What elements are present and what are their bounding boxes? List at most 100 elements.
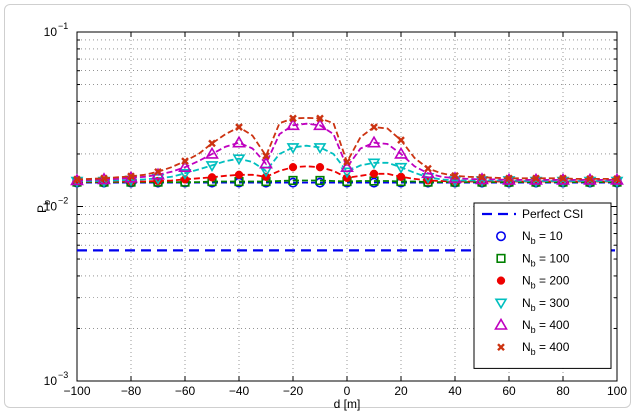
- marker-cross: [586, 175, 594, 183]
- series-line: [77, 144, 617, 182]
- marker-triangle-up: [124, 170, 138, 183]
- marker-cross: [127, 172, 135, 181]
- marker-cross-stroke: [532, 174, 540, 183]
- marker-dot: [234, 170, 244, 179]
- marker-cross: [613, 175, 621, 183]
- marker-dot: [396, 172, 406, 181]
- marker-cross: [289, 114, 297, 123]
- legend: Perfect CSI Nb = 10 Nb = 100 Nb = 200 Nb = 3…: [473, 202, 612, 369]
- marker-cross-stroke: [316, 114, 324, 123]
- marker-triangle-down: [367, 158, 381, 170]
- marker-triangle-up: [313, 118, 327, 131]
- marker-triangle-up: [259, 156, 273, 169]
- marker-cross-stroke: [559, 174, 567, 183]
- marker-triangle-up: [340, 160, 354, 172]
- x-tick-label: 80: [556, 384, 570, 398]
- x-tick-label: 20: [394, 384, 408, 398]
- legend-entry: Nb = 10: [495, 229, 563, 246]
- marker-triangle-up: [502, 172, 516, 185]
- marker-cross-stroke: [505, 174, 513, 183]
- x-tick-label: 100: [607, 384, 627, 398]
- marker-cross: [451, 171, 459, 180]
- x-tick-label: −80: [121, 384, 142, 398]
- y-tick-label: 10: [44, 374, 58, 388]
- marker-cross: [532, 174, 540, 183]
- marker-cross-stroke: [208, 139, 216, 148]
- marker-cross: [559, 174, 567, 183]
- x-tick-label: −20: [283, 384, 304, 398]
- legend-label: Nb = 200: [522, 274, 570, 291]
- x-tick-label: 60: [502, 384, 516, 398]
- series-line: [76, 122, 617, 182]
- legend-box: [473, 202, 612, 369]
- marker-cross: [154, 167, 162, 176]
- marker-cross-stroke: [451, 171, 459, 180]
- marker-triangle-down: [394, 162, 408, 174]
- legend-entry: Nb = 100: [496, 251, 570, 268]
- marker-cross-stroke: [181, 157, 189, 165]
- marker-cross: [208, 139, 216, 148]
- marker-cross-stroke: [262, 152, 270, 160]
- legend-entry: Nb = 300: [494, 296, 570, 313]
- marker-cross: [497, 343, 505, 352]
- marker-triangle-down: [494, 298, 508, 310]
- marker-cross-stroke: [100, 174, 108, 183]
- marker-triangle-down: [313, 143, 327, 155]
- y-tick-exponent: −3: [58, 370, 68, 380]
- y-tick-label: 10: [44, 25, 58, 39]
- marker-cross: [181, 157, 189, 165]
- marker-cross: [505, 174, 513, 183]
- marker-cross-stroke: [289, 114, 297, 123]
- marker-cross-stroke: [235, 123, 243, 131]
- marker-cross-stroke: [586, 175, 594, 183]
- marker-triangle-up: [205, 146, 219, 159]
- legend-label: Nb = 300: [522, 296, 570, 313]
- marker-cross-stroke: [127, 172, 135, 181]
- legend-label: Perfect CSI: [522, 207, 583, 221]
- marker-cross-stroke: [397, 136, 405, 145]
- marker-square: [288, 175, 298, 186]
- x-tick-label: −100: [63, 384, 90, 398]
- legend-label: Nb = 100: [522, 251, 570, 268]
- marker-cross: [262, 152, 270, 160]
- legend-entry: Nb = 400: [494, 317, 570, 335]
- marker-cross-stroke: [478, 173, 486, 182]
- marker-dot: [207, 173, 217, 182]
- marker-square: [496, 253, 506, 264]
- legend-label: Nb = 10: [522, 229, 563, 246]
- marker-triangle-up: [178, 160, 192, 172]
- y-tick-label: 10: [44, 200, 58, 214]
- marker-cross: [235, 123, 243, 131]
- marker-triangle-up: [367, 135, 381, 148]
- marker-cross: [478, 173, 486, 182]
- marker-triangle-up: [394, 146, 408, 159]
- marker-cross-stroke: [343, 158, 351, 166]
- marker-dot: [315, 163, 325, 172]
- marker-triangle-up: [232, 135, 246, 148]
- x-tick-label: −40: [229, 384, 250, 398]
- marker-triangle-down: [178, 168, 192, 180]
- marker-square: [315, 175, 325, 186]
- marker-cross: [316, 114, 324, 123]
- legend-label: Nb = 400: [522, 318, 570, 335]
- marker-cross: [424, 164, 432, 173]
- marker-triangle-down: [340, 167, 354, 179]
- marker-cross-stroke: [73, 175, 81, 184]
- marker-cross: [343, 158, 351, 166]
- marker-triangle-up: [494, 317, 508, 330]
- x-tick-label: −60: [175, 384, 196, 398]
- marker-cross-stroke: [424, 164, 432, 173]
- marker-cross: [100, 174, 108, 183]
- marker-triangle-up: [286, 118, 300, 131]
- x-tick-label: 0: [344, 384, 351, 398]
- y-tick-exponent: −2: [58, 196, 68, 206]
- marker-cross-stroke: [613, 175, 621, 183]
- y-axis-label: Pb: [35, 200, 52, 213]
- legend-entry: Perfect CSI: [482, 207, 583, 221]
- marker-cross-stroke: [497, 343, 505, 352]
- marker-triangle-down: [232, 154, 246, 166]
- marker-cross-stroke: [154, 167, 162, 176]
- marker-dot: [288, 163, 298, 172]
- legend-entry: Nb = 200: [496, 274, 570, 291]
